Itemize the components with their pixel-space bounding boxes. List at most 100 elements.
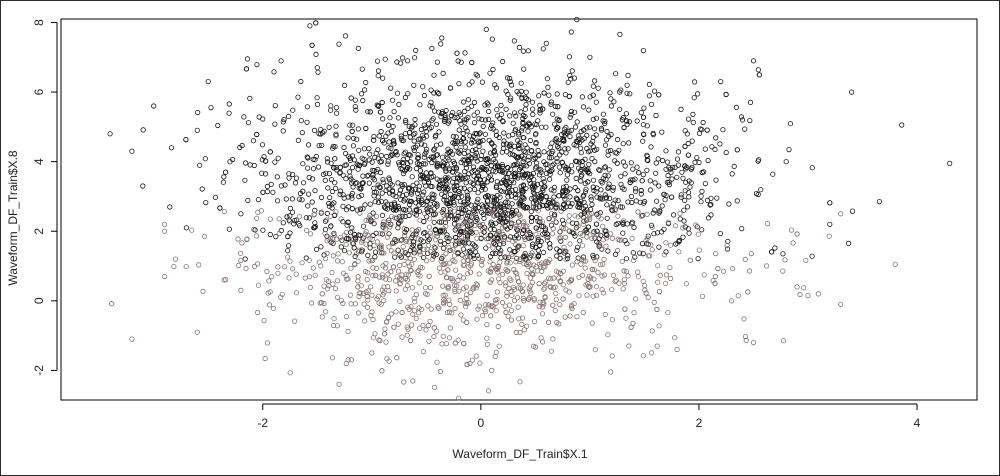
scatter-point — [530, 111, 536, 118]
scatter-point — [172, 256, 179, 262]
scatter-point — [273, 234, 279, 240]
scatter-point — [482, 194, 488, 200]
scatter-point — [465, 97, 471, 103]
scatter-point — [440, 70, 446, 77]
scatter-point — [576, 293, 582, 299]
scatter-point — [329, 188, 336, 195]
scatter-point — [598, 178, 604, 184]
scatter-point — [381, 204, 388, 210]
scatter-point — [516, 154, 522, 160]
scatter-point — [507, 113, 513, 119]
scatter-point — [653, 170, 659, 176]
scatter-point — [381, 219, 387, 225]
scatter-point — [333, 133, 339, 139]
scatter-point — [614, 150, 620, 156]
scatter-point — [398, 135, 404, 141]
scatter-point — [560, 188, 566, 194]
scatter-point — [346, 169, 353, 175]
scatter-point — [682, 128, 688, 134]
scatter-point — [741, 316, 747, 322]
scatter-point — [459, 228, 465, 235]
scatter-point — [724, 243, 730, 249]
scatter-point — [375, 103, 381, 109]
scatter-point — [221, 277, 227, 283]
scatter-point — [468, 103, 475, 109]
scatter-point — [516, 132, 522, 138]
scatter-point — [379, 287, 385, 293]
scatter-point — [528, 208, 534, 214]
scatter-point — [351, 157, 357, 163]
scatter-point — [456, 240, 462, 246]
scatter-point — [430, 251, 436, 257]
scatter-point — [436, 265, 443, 271]
scatter-point — [523, 261, 530, 267]
scatter-point — [470, 180, 476, 186]
scatter-point — [295, 137, 301, 143]
scatter-point — [362, 268, 369, 275]
scatter-point — [577, 145, 584, 151]
scatter-point — [274, 198, 281, 204]
scatter-point — [369, 292, 375, 298]
scatter-point — [236, 262, 242, 269]
scatter-point — [790, 240, 796, 246]
scatter-point — [497, 194, 503, 200]
scatter-point — [691, 79, 698, 85]
scatter-point — [576, 204, 583, 210]
scatter-point — [520, 120, 526, 127]
scatter-point — [580, 221, 586, 227]
scatter-point — [396, 101, 402, 108]
scatter-point — [461, 340, 467, 347]
scatter-point — [404, 161, 411, 167]
scatter-point — [291, 318, 298, 324]
scatter-point — [348, 193, 354, 199]
scatter-point — [384, 234, 391, 240]
scatter-point — [432, 134, 438, 140]
scatter-point — [370, 273, 376, 279]
scatter-point — [384, 183, 390, 189]
scatter-point — [541, 90, 547, 96]
scatter-point — [383, 260, 389, 266]
scatter-point — [348, 301, 354, 307]
scatter-point — [293, 271, 299, 277]
scatter-point — [533, 264, 539, 270]
scatter-point — [215, 122, 221, 129]
scatter-point — [647, 187, 654, 193]
scatter-point — [189, 227, 195, 233]
scatter-point — [460, 130, 466, 137]
scatter-point — [502, 254, 508, 260]
scatter-point — [410, 378, 416, 384]
scatter-point — [457, 240, 463, 246]
scatter-point — [756, 72, 763, 78]
scatter-point — [383, 133, 389, 139]
scatter-point — [735, 293, 741, 299]
scatter-point — [801, 285, 807, 291]
scatter-point — [578, 150, 584, 156]
scatter-point — [475, 190, 481, 196]
scatter-point — [411, 308, 417, 314]
scatter-point — [286, 175, 292, 181]
scatter-point — [406, 198, 412, 204]
scatter-point — [685, 140, 691, 147]
scatter-point — [475, 205, 481, 211]
scatter-point — [312, 157, 318, 163]
scatter-point — [373, 169, 380, 175]
scatter-point — [651, 299, 657, 305]
scatter-point — [168, 145, 175, 151]
scatter-point — [579, 137, 585, 143]
scatter-point — [647, 253, 653, 259]
scatter-point — [286, 275, 292, 281]
scatter-point — [462, 50, 468, 56]
scatter-point — [462, 219, 468, 225]
scatter-point — [497, 213, 503, 219]
scatter-point — [352, 180, 359, 186]
scatter-point — [610, 185, 617, 191]
scatter-point — [542, 285, 548, 291]
scatter-point — [507, 247, 513, 253]
scatter-point — [534, 268, 541, 274]
scatter-point — [327, 107, 334, 113]
scatter-point — [718, 79, 724, 85]
scatter-point — [663, 148, 669, 154]
scatter-point — [674, 346, 680, 353]
scatter-point — [489, 36, 495, 42]
scatter-point — [322, 255, 329, 262]
